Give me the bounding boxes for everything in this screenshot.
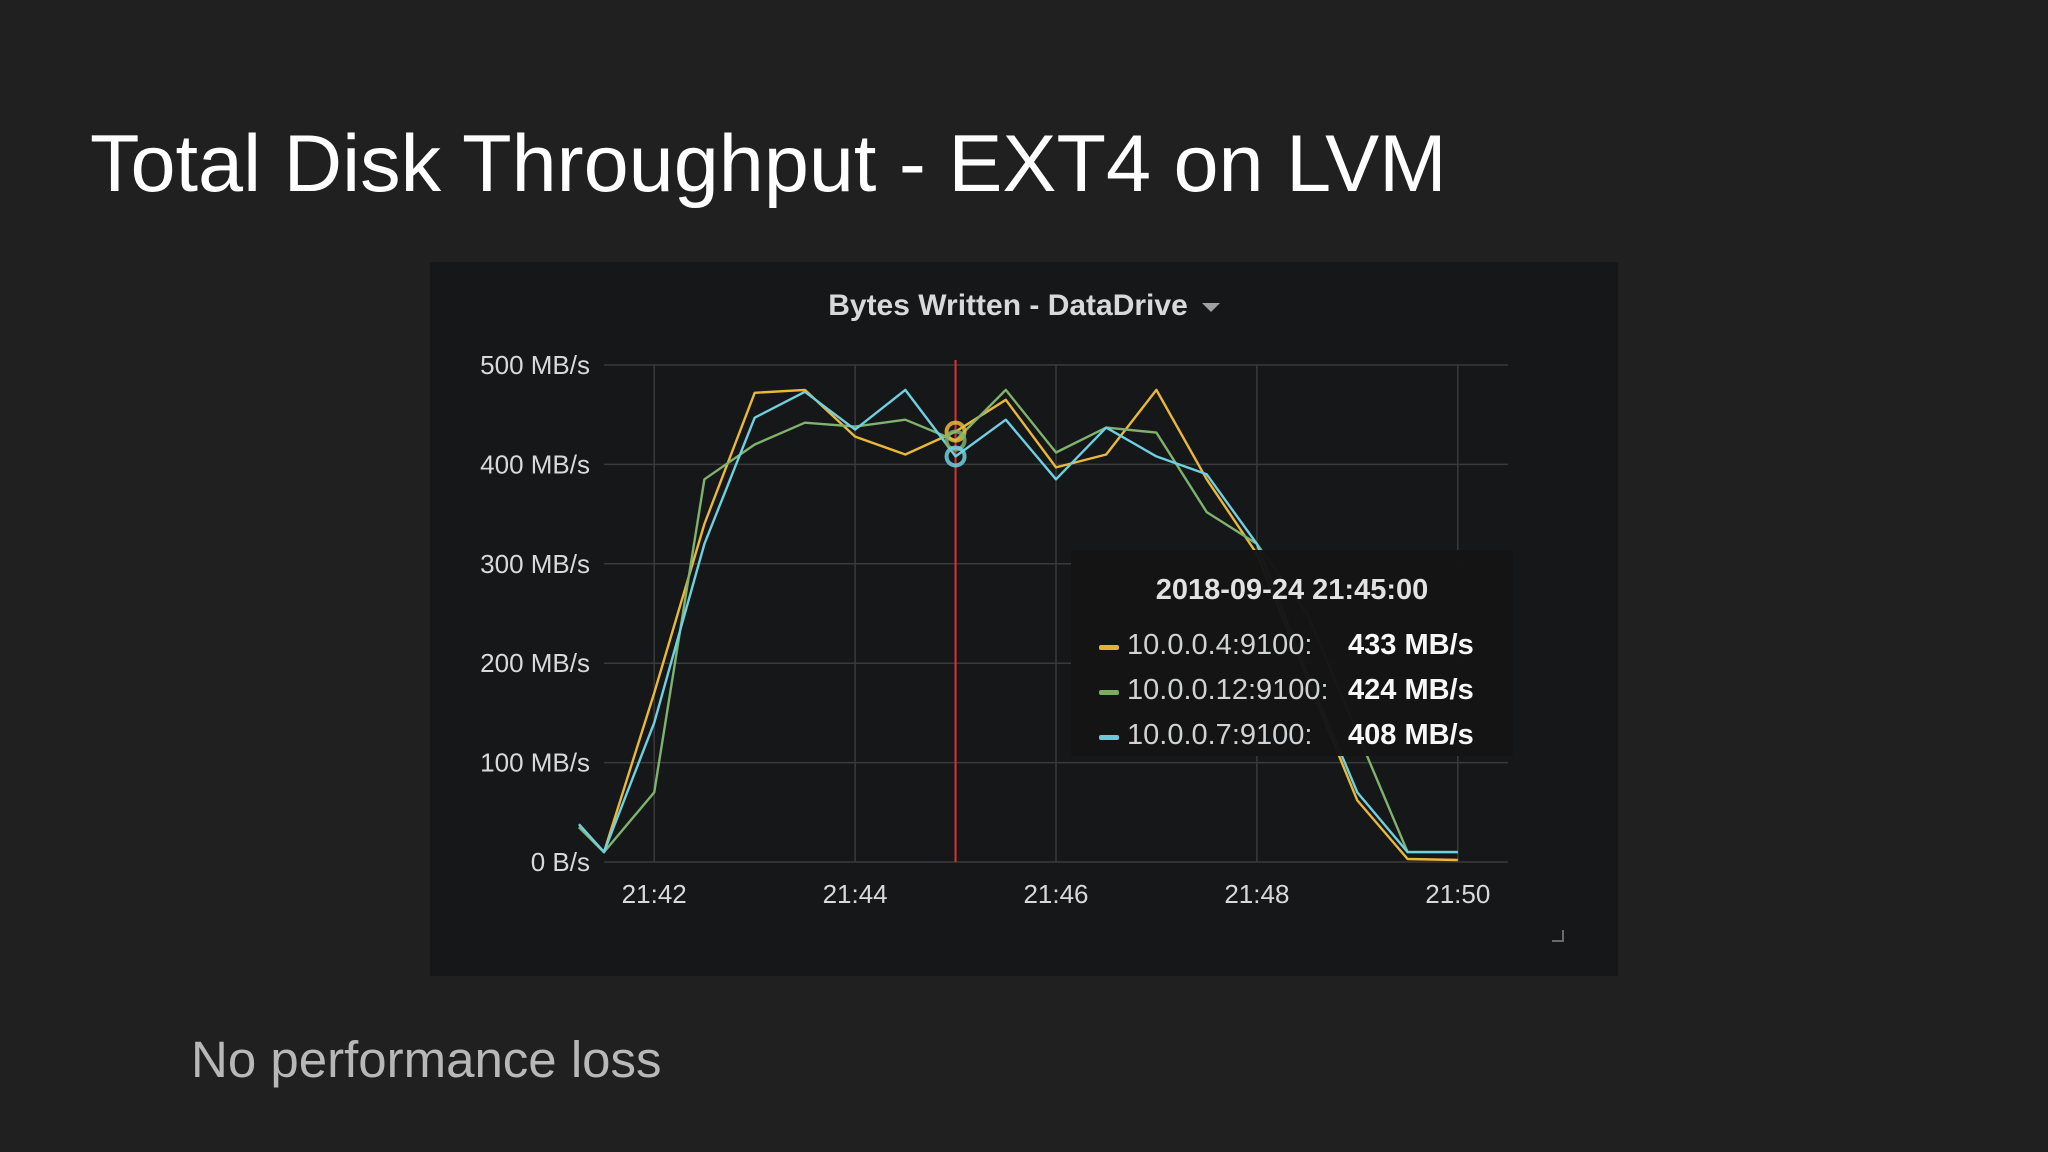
x-tick-label: 21:48 bbox=[1224, 879, 1289, 909]
caret-down-icon[interactable] bbox=[1201, 302, 1220, 312]
hover-point-marker bbox=[944, 429, 967, 452]
tooltip-time: 2018-09-24 21:45:00 bbox=[1155, 574, 1429, 606]
tooltip-series-name: 10.0.0.7:9100: bbox=[1127, 719, 1313, 751]
hover-point-marker bbox=[944, 445, 967, 468]
slide-subtitle: No performance loss bbox=[191, 1031, 662, 1088]
x-tick-label: 21:44 bbox=[823, 879, 888, 909]
x-tick-label: 21:46 bbox=[1023, 879, 1088, 909]
tooltip-row: 10.0.0.7:9100: 408 MB/s bbox=[1099, 717, 1519, 757]
y-tick-label: 400 MB/s bbox=[480, 449, 590, 479]
tooltip-series-value: 424 MB/s bbox=[1348, 674, 1474, 706]
x-tick-label: 21:50 bbox=[1425, 879, 1490, 909]
series-swatch bbox=[1099, 645, 1119, 650]
tooltip-row: 10.0.0.12:9100: 424 MB/s bbox=[1099, 672, 1519, 712]
slide-title: Total Disk Throughput - EXT4 on LVM bbox=[90, 119, 1447, 209]
panel-title-text: Bytes Written - DataDrive bbox=[828, 289, 1188, 322]
series-swatch bbox=[1099, 735, 1119, 740]
panel-title[interactable]: Bytes Written - DataDrive bbox=[430, 289, 1618, 323]
tooltip-row: 10.0.0.4:9100: 433 MB/s bbox=[1099, 627, 1519, 667]
y-tick-label: 0 B/s bbox=[531, 847, 590, 877]
resize-handle-icon[interactable] bbox=[1552, 930, 1564, 942]
y-tick-label: 200 MB/s bbox=[480, 648, 590, 678]
tooltip-series-name: 10.0.0.12:9100: bbox=[1127, 674, 1329, 706]
y-tick-label: 500 MB/s bbox=[480, 350, 590, 380]
y-tick-label: 100 MB/s bbox=[480, 748, 590, 778]
series-swatch bbox=[1099, 690, 1119, 695]
tooltip-series-value: 433 MB/s bbox=[1348, 629, 1474, 661]
x-tick-label: 21:42 bbox=[622, 879, 687, 909]
hover-tooltip: 2018-09-24 21:45:00 10.0.0.4:9100: 433 M… bbox=[1071, 550, 1513, 756]
graph-panel: Bytes Written - DataDrive 0 B/s 100 MB/s 2… bbox=[430, 262, 1618, 976]
tooltip-series-name: 10.0.0.4:9100: bbox=[1127, 629, 1313, 661]
hover-point-marker bbox=[944, 420, 967, 443]
tooltip-series-value: 408 MB/s bbox=[1348, 719, 1474, 751]
y-tick-label: 300 MB/s bbox=[480, 549, 590, 579]
